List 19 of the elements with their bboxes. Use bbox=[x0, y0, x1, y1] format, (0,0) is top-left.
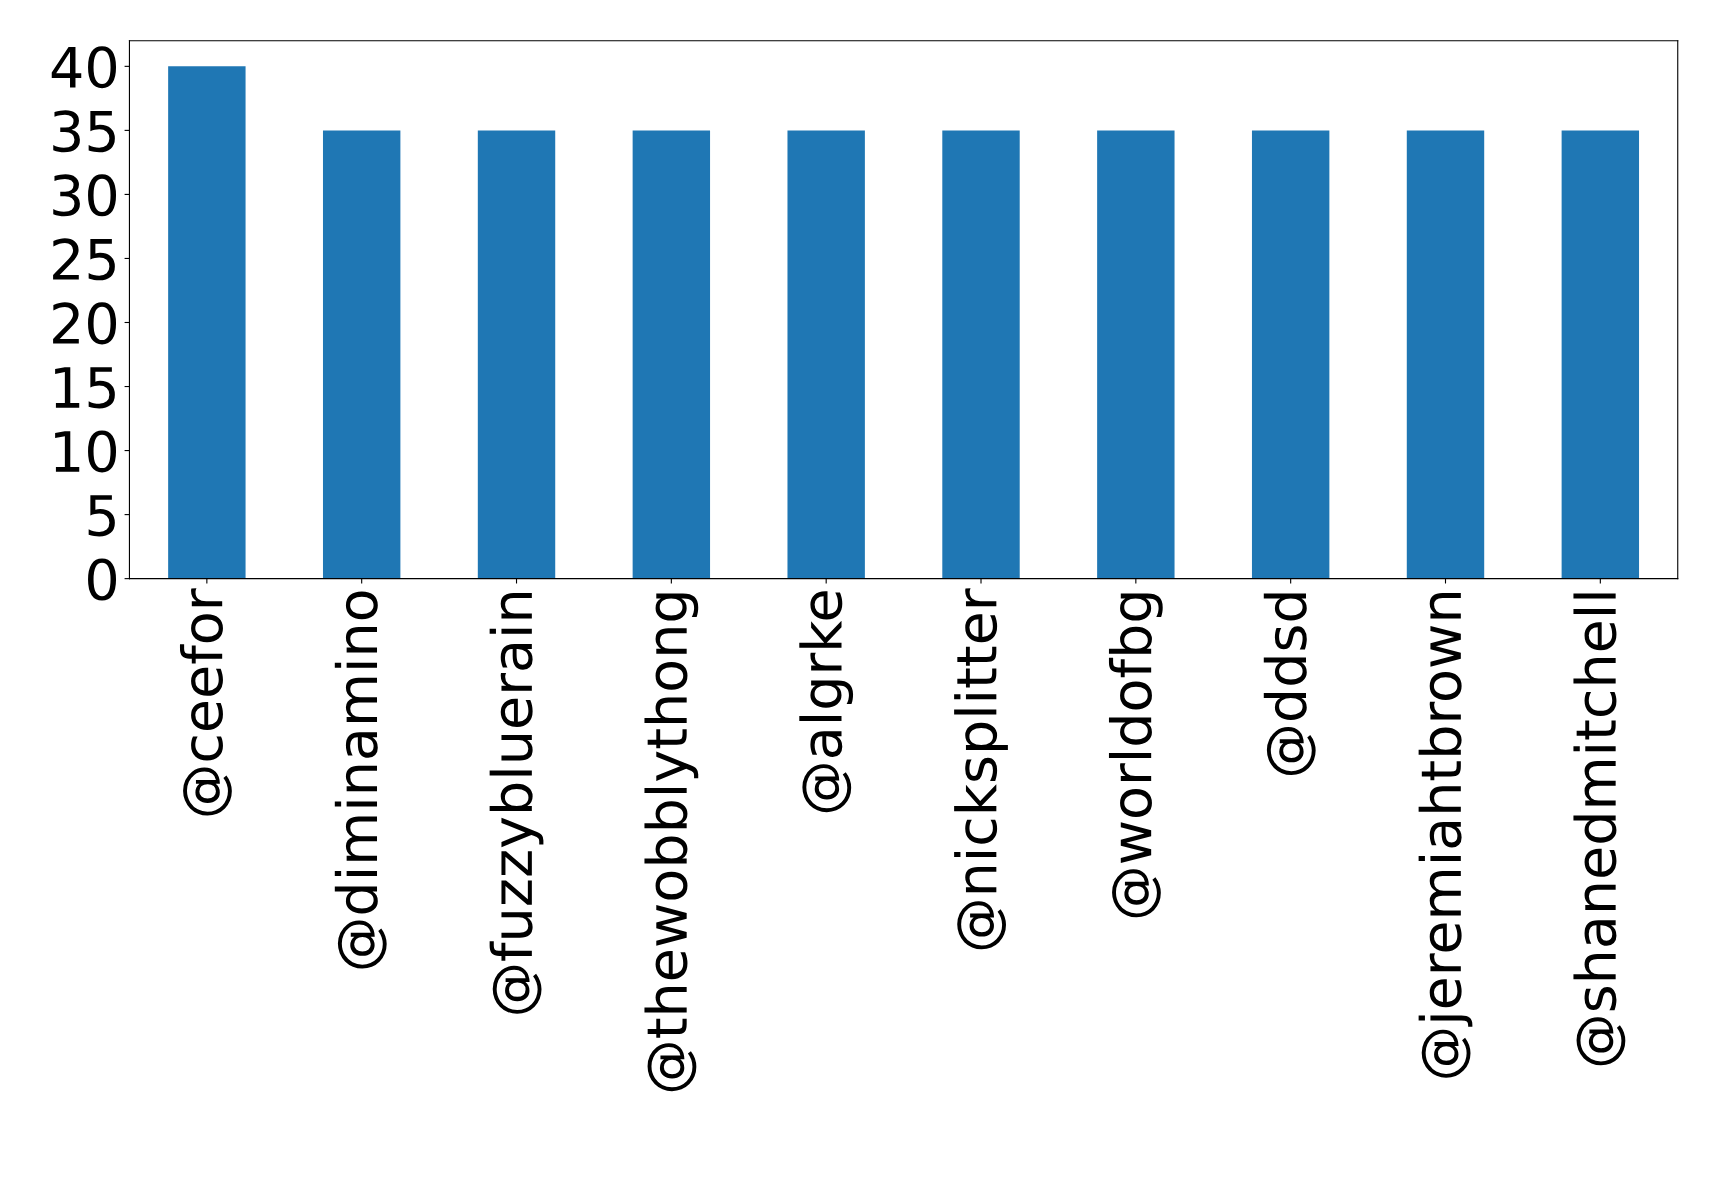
x-tick-label: @worldofbg bbox=[1108, 593, 1163, 918]
x-tick-label: @ddsd bbox=[1263, 593, 1316, 775]
y-tick-label: 35 bbox=[53, 110, 115, 153]
y-tick-label: 40 bbox=[51, 46, 117, 89]
x-tick-label: @ceefor bbox=[179, 588, 232, 816]
y-tick-label: 25 bbox=[53, 238, 115, 281]
x-tick-label: @jeremiahtbrown bbox=[1418, 593, 1473, 1078]
x-tick-label: @thewobblythong bbox=[644, 593, 699, 1092]
x-tick-label: @fuzzybluerain bbox=[489, 593, 544, 1014]
y-tick-label: 5 bbox=[88, 495, 115, 537]
x-tick-label: @shanedmitchell bbox=[1573, 593, 1626, 1066]
x-tick-label: @nicksplitter bbox=[954, 588, 1008, 950]
x-tick-label: @algrke bbox=[799, 591, 854, 813]
y-tick-label: 30 bbox=[53, 174, 117, 217]
y-tick-label: 10 bbox=[55, 430, 117, 473]
x-tick-label: @diminamino bbox=[334, 591, 387, 969]
y-tick-label: 20 bbox=[53, 302, 117, 345]
y-tick-label: 0 bbox=[88, 558, 117, 601]
y-tick-label: 15 bbox=[55, 367, 115, 409]
